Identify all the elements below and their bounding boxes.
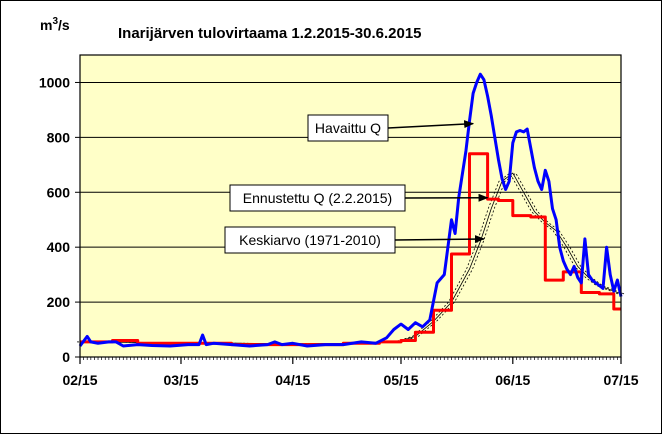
x-tick-label: 06/15 [495,372,530,388]
annotation-label: Ennustettu Q (2.2.2015) [243,190,392,206]
x-tick-label: 07/15 [603,372,638,388]
x-tick-label: 02/15 [62,372,97,388]
y-tick-label: 600 [47,184,71,200]
annotation-arrow [395,239,484,240]
y-tick-label: 0 [62,349,70,365]
chart-title: Inarijärven tulovirtaama 1.2.2015-30.6.2… [118,25,422,42]
annotation-label: Havaittu Q [315,120,381,136]
y-tick-label: 800 [47,129,71,145]
x-tick-label: 04/15 [275,372,310,388]
x-tick-label: 05/15 [383,372,418,388]
y-tick-label: 400 [47,239,71,255]
y-tick-label: 200 [47,294,71,310]
annotation-label: Keskiarvo (1971-2010) [239,232,381,248]
x-tick-label: 03/15 [163,372,198,388]
y-tick-label: 1000 [39,74,70,90]
